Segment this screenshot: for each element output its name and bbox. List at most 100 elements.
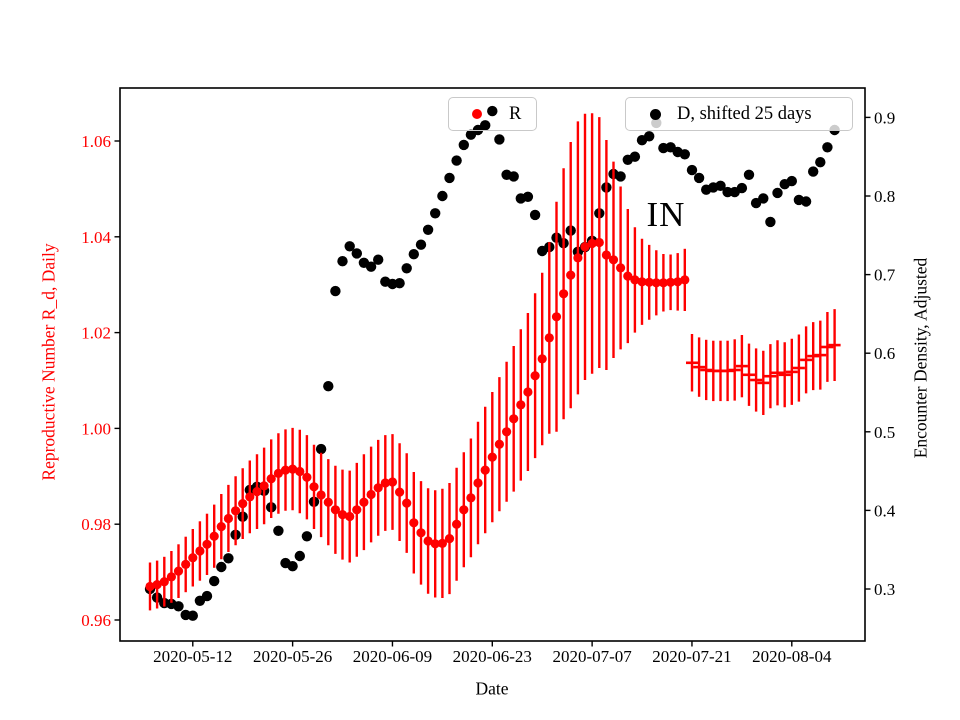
d-point [736,182,748,194]
x-tick-label: 2020-05-26 [253,647,332,666]
r-point [181,559,191,570]
r-point [616,263,626,273]
d-point [743,169,755,180]
r-point [452,519,462,529]
d-point [765,216,776,228]
d-point [323,381,334,392]
d-point [808,166,819,177]
d-point [365,261,377,272]
r-point [402,498,412,508]
d-point [815,157,826,168]
d-point [223,553,234,564]
r-point [437,538,447,549]
y-right-tick-label: 0.5 [874,423,895,442]
r-point [480,465,490,475]
r-point [352,505,362,515]
r-point [302,472,312,482]
r-point [380,478,390,488]
d-point [693,172,705,184]
r-point [366,489,376,500]
r-point [416,528,426,538]
y-left-tick-label: 1.06 [81,132,111,151]
legend-d-label: D, shifted 25 days [677,103,812,124]
r-point [459,505,469,515]
x-tick-label: 2020-08-04 [752,647,832,666]
d-point [715,180,726,191]
r-point [295,466,305,477]
d-point [394,278,405,289]
d-point [351,248,362,259]
d-point [430,208,441,219]
r-point [152,580,162,590]
d-point [494,134,505,145]
r-point [580,242,590,252]
d-point [772,187,783,199]
x-axis-label: Date [475,678,509,699]
r-point [145,581,155,592]
d-point [644,131,655,142]
r-point [387,477,398,487]
r-point [544,333,554,343]
r-point [231,506,241,516]
r-point [259,481,269,491]
d-point [458,139,469,151]
r-point [530,371,540,381]
r-point [216,522,226,532]
legend-r-label: R [509,103,522,124]
d-point [487,105,498,117]
d-point [330,285,341,297]
state-annotation: IN [646,195,686,234]
y-right-tick-label: 0.9 [874,108,895,127]
y-left-tick-label: 1.00 [81,419,111,438]
r-point [680,275,690,285]
r-point [502,427,512,437]
r-point [666,277,676,287]
r-point [601,250,612,260]
d-point [529,209,541,221]
r-point [637,277,647,287]
r-point [473,478,483,488]
r-point [245,492,255,502]
r-point [623,271,633,281]
r-point [173,566,184,576]
y-axis-label-left: Reproductive Number R_d, Daily [38,243,59,481]
r-point [309,482,319,492]
r-point [509,414,519,424]
d-point [187,610,198,621]
r-point [559,289,569,299]
r-point [252,487,262,497]
d-point [800,196,812,207]
r-point [316,490,326,500]
r-point [551,312,562,322]
d-point [201,590,213,602]
x-tick-label: 2020-05-12 [153,647,232,666]
r-point [288,464,298,474]
x-tick-label: 2020-06-09 [353,647,432,666]
r-point [587,238,597,249]
d-point [209,575,220,587]
d-point [315,443,327,455]
r-point [573,253,583,263]
r-point [359,497,369,507]
r-point [345,511,355,522]
y-right-tick-label: 0.4 [874,501,896,520]
r-point [330,505,340,515]
r-point [487,452,497,462]
d-point [679,149,690,160]
d-point [344,241,355,252]
r-point [395,487,405,497]
r-point [166,572,176,582]
r-point [537,354,547,364]
r-point [608,255,619,265]
r-point [523,387,533,397]
d-point [273,525,284,536]
r-point [494,439,504,449]
x-tick-label: 2020-07-07 [552,647,632,666]
r-point [658,278,669,288]
y-right-tick-label: 0.7 [874,266,896,285]
d-point [758,193,769,204]
d-point [615,171,626,182]
y-left-tick-label: 0.96 [81,611,111,630]
